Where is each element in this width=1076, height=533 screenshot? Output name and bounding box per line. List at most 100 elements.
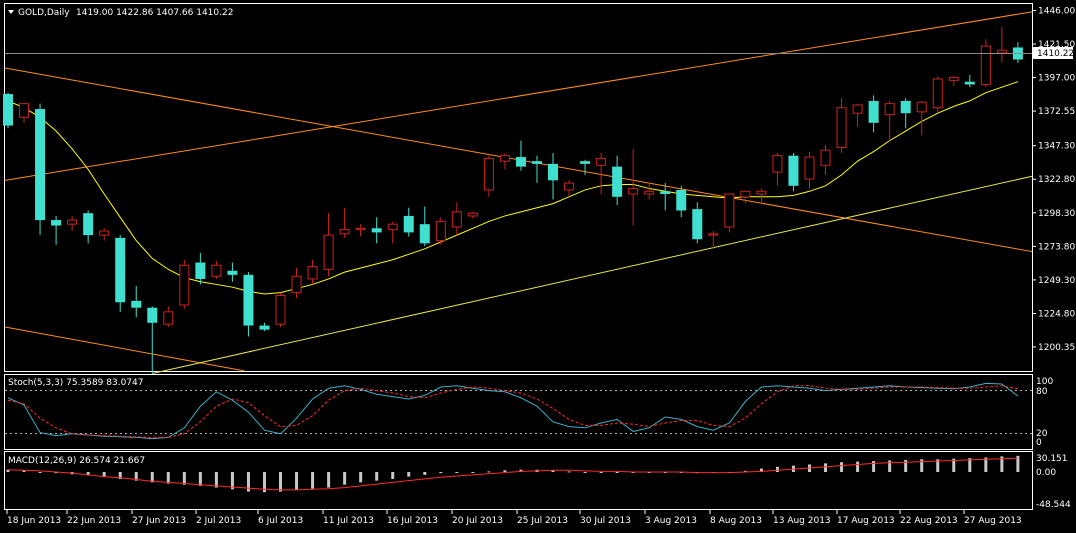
macd-axis-zero: 0.00 — [1036, 468, 1056, 478]
macd-bar — [423, 472, 427, 475]
candle-body — [339, 229, 350, 235]
candle[interactable] — [3, 92, 13, 129]
candle[interactable] — [35, 103, 46, 236]
macd-bar — [343, 472, 347, 485]
candle-body — [163, 311, 174, 325]
price-tick-label: 1273.80 — [1038, 242, 1075, 252]
candle[interactable] — [243, 272, 254, 337]
macd-bar — [407, 472, 411, 477]
candle[interactable] — [19, 103, 30, 123]
candle[interactable] — [211, 261, 222, 279]
candle[interactable] — [131, 285, 142, 318]
macd-bar — [984, 457, 988, 472]
candle[interactable] — [756, 188, 767, 204]
candle[interactable] — [419, 206, 430, 247]
candle[interactable] — [291, 268, 302, 299]
candle[interactable] — [836, 98, 847, 153]
candle[interactable] — [371, 217, 382, 244]
candle-body — [531, 161, 542, 164]
candle[interactable] — [499, 152, 510, 170]
candle[interactable] — [772, 152, 783, 186]
macd-bar — [503, 470, 507, 472]
dropdown-triangle-icon[interactable] — [8, 10, 14, 14]
candle[interactable] — [99, 228, 110, 241]
candle[interactable] — [852, 103, 863, 127]
candle-body — [483, 157, 494, 191]
candle-body — [227, 270, 238, 275]
candle[interactable] — [884, 100, 895, 141]
candle[interactable] — [451, 202, 462, 236]
price-axis: 1446.00 1421.50 1397.00 1372.55 1347.30 1322.… — [1032, 6, 1075, 353]
candle[interactable] — [83, 210, 94, 244]
candle[interactable] — [676, 185, 687, 218]
macd-bar — [198, 472, 202, 486]
candle[interactable] — [596, 152, 607, 195]
candle-body — [724, 193, 735, 228]
candle[interactable] — [996, 26, 1007, 63]
candle[interactable] — [548, 152, 559, 200]
current-price-tag — [1033, 47, 1073, 59]
candle[interactable] — [67, 215, 78, 232]
candle[interactable] — [339, 207, 350, 238]
candle[interactable] — [323, 213, 334, 277]
candle[interactable] — [435, 217, 446, 245]
candle[interactable] — [307, 259, 318, 285]
candle[interactable] — [740, 190, 751, 204]
candle[interactable] — [163, 306, 174, 327]
candle[interactable] — [147, 306, 158, 374]
date-label: 3 Aug 2013 — [645, 516, 697, 526]
candle[interactable] — [820, 144, 831, 175]
candle[interactable] — [1012, 42, 1023, 63]
candle[interactable] — [515, 140, 526, 171]
macd-histogram — [6, 455, 1020, 493]
candle[interactable] — [403, 207, 414, 237]
trend-lines — [4, 11, 1033, 374]
candle[interactable] — [355, 224, 366, 237]
macd-bar — [118, 472, 122, 479]
date-label: 22 Aug 2013 — [900, 516, 958, 526]
symbol-label: GOLD,Daily — [18, 8, 70, 18]
candle-body — [19, 103, 30, 118]
candle[interactable] — [275, 292, 286, 327]
candle[interactable] — [531, 155, 542, 184]
candle[interactable] — [483, 155, 494, 197]
candle[interactable] — [916, 100, 927, 136]
candle[interactable] — [980, 39, 991, 88]
candle[interactable] — [179, 259, 190, 310]
candle[interactable] — [788, 152, 799, 192]
candle[interactable] — [660, 183, 671, 211]
candle[interactable] — [612, 155, 623, 205]
candle[interactable] — [724, 193, 735, 233]
candle[interactable] — [932, 76, 943, 112]
candle-body — [884, 103, 895, 116]
candle[interactable] — [900, 98, 911, 129]
candle-body — [323, 234, 334, 270]
candle[interactable] — [564, 180, 575, 197]
date-label: 27 Jun 2013 — [132, 516, 186, 526]
price-tick-label: 1347.30 — [1038, 142, 1075, 152]
candle[interactable] — [692, 202, 703, 244]
candle[interactable] — [467, 211, 478, 219]
candle[interactable] — [708, 231, 719, 249]
candle[interactable] — [964, 74, 975, 88]
candle[interactable] — [948, 76, 959, 86]
candle[interactable] — [580, 159, 591, 175]
candle[interactable] — [195, 252, 206, 285]
candles[interactable] — [3, 26, 1023, 374]
candle[interactable] — [804, 151, 815, 189]
candle-body — [387, 223, 398, 231]
macd-bar — [38, 472, 42, 473]
chart-header: GOLD,Daily 1419.00 1422.86 1407.66 1410.… — [8, 8, 233, 18]
candle[interactable] — [259, 322, 270, 332]
candle[interactable] — [868, 95, 879, 133]
candle[interactable] — [644, 183, 655, 200]
macd-bar — [1000, 456, 1004, 472]
candle[interactable] — [387, 221, 398, 244]
candle-body — [403, 215, 414, 233]
candle[interactable] — [51, 215, 62, 245]
candle[interactable] — [628, 148, 639, 226]
candle[interactable] — [227, 262, 238, 282]
candle[interactable] — [115, 235, 126, 312]
